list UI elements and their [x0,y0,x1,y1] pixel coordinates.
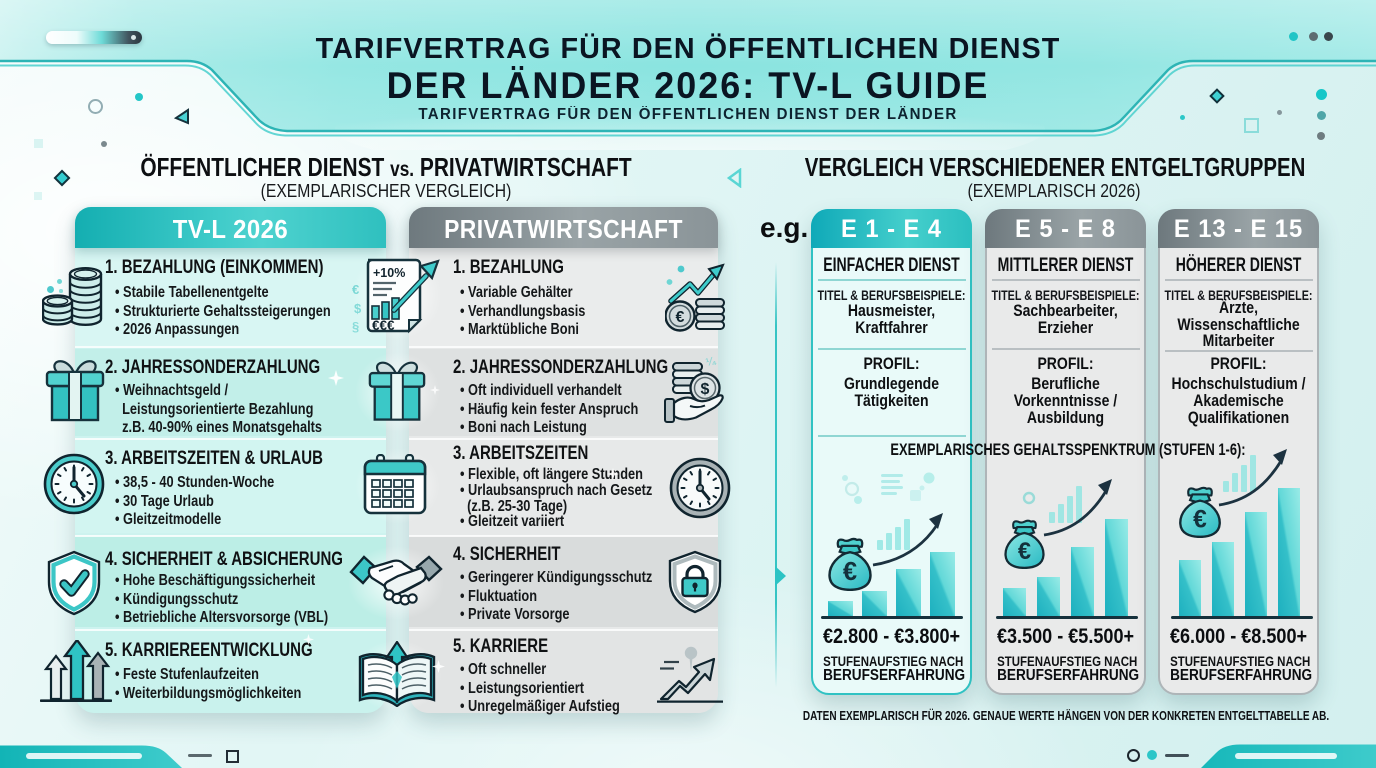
svg-text:€: € [676,309,685,326]
svg-text:€: € [843,558,857,586]
svg-text:+10%: +10% [373,266,405,280]
svg-text:€: € [1193,507,1207,534]
svg-text:€€€: €€€ [372,318,395,333]
svg-text:€: € [1018,539,1031,565]
svg-text:$: $ [701,381,710,398]
